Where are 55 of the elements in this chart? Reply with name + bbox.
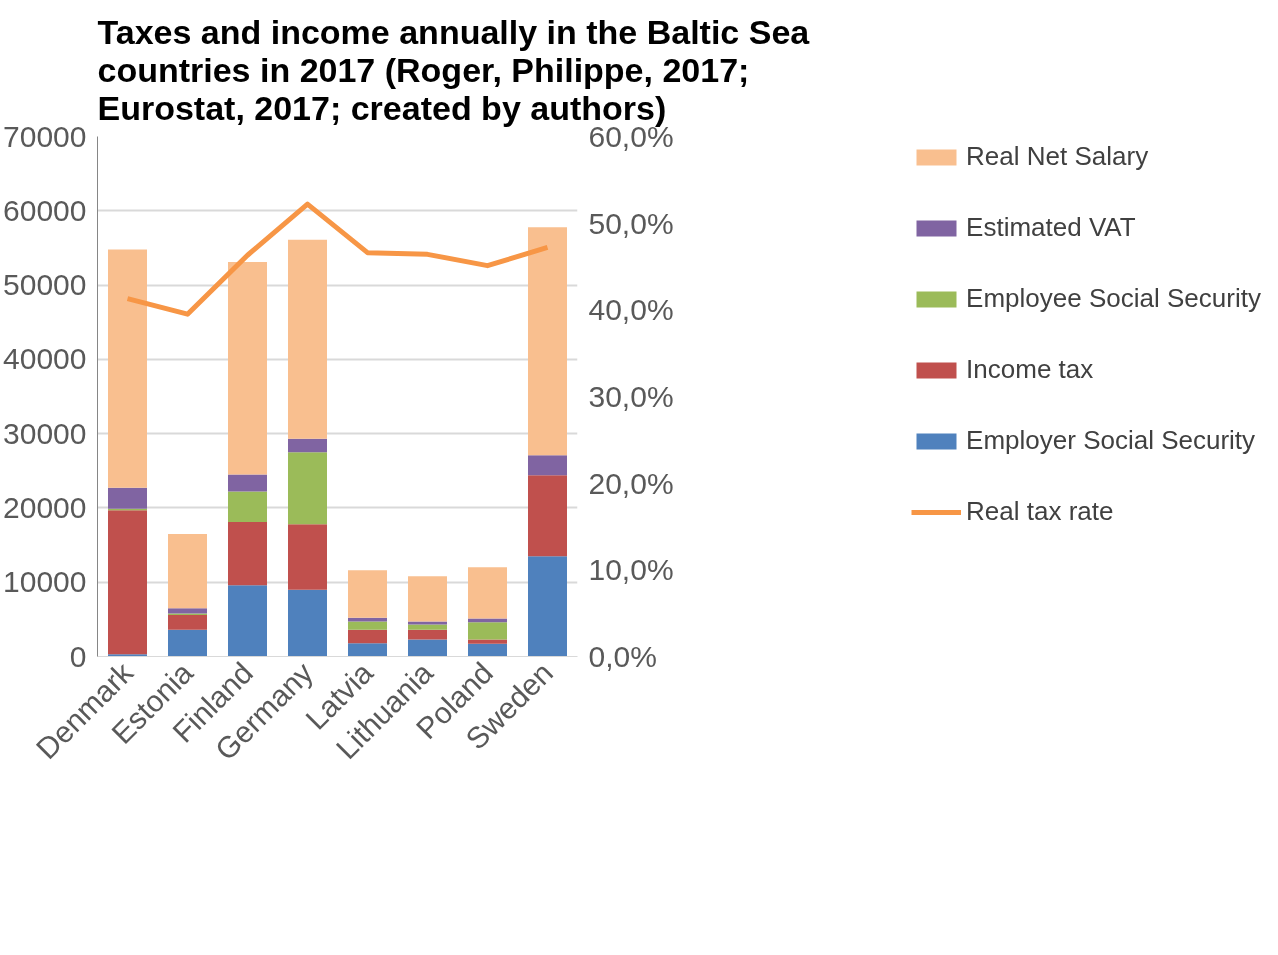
legend-label: Real tax rate bbox=[966, 496, 1114, 527]
bar bbox=[408, 621, 447, 625]
bar bbox=[228, 262, 267, 475]
bar bbox=[228, 474, 267, 492]
y2-tick-label: 0,0% bbox=[588, 640, 657, 673]
bar bbox=[108, 510, 147, 655]
y2-tick-label: 30,0% bbox=[588, 380, 674, 413]
y2-tick-label: 40,0% bbox=[588, 293, 674, 327]
bar bbox=[288, 438, 327, 453]
bar bbox=[288, 452, 327, 525]
bar bbox=[108, 654, 147, 657]
y-tick-label: 20000 bbox=[3, 490, 87, 524]
legend-label: Income tax bbox=[966, 354, 1094, 385]
y-tick-label: 40000 bbox=[3, 342, 87, 376]
bar bbox=[348, 617, 387, 622]
bar bbox=[408, 639, 447, 657]
y-tick-label: 60000 bbox=[3, 193, 87, 227]
bar bbox=[528, 475, 567, 557]
bar bbox=[228, 522, 267, 586]
y2-tick-label: 10,0% bbox=[588, 553, 674, 587]
legend-label: Real Net Salary bbox=[966, 141, 1149, 172]
bar bbox=[468, 622, 507, 640]
bar bbox=[168, 533, 207, 609]
bar bbox=[288, 524, 327, 590]
y-tick-label: 70000 bbox=[3, 119, 87, 153]
legend-label: Employer Social Security bbox=[966, 425, 1256, 456]
bar bbox=[228, 491, 267, 523]
bar bbox=[348, 629, 387, 644]
bar bbox=[408, 624, 447, 630]
bar bbox=[348, 621, 387, 630]
bar bbox=[108, 487, 147, 509]
bar bbox=[108, 249, 147, 488]
y-tick-label: 30000 bbox=[3, 416, 87, 450]
y2-tick-label: 50,0% bbox=[588, 206, 674, 240]
legend-label: Employee Social Security bbox=[966, 283, 1261, 314]
bar bbox=[528, 455, 567, 476]
bar bbox=[288, 239, 327, 439]
bar bbox=[168, 629, 207, 657]
bar bbox=[348, 643, 387, 657]
bar bbox=[528, 227, 567, 456]
bar bbox=[288, 589, 327, 657]
bar bbox=[468, 567, 507, 619]
bar bbox=[468, 639, 507, 644]
bar bbox=[528, 556, 567, 657]
bar bbox=[168, 614, 207, 630]
y-tick-label: 10000 bbox=[3, 565, 87, 599]
bar bbox=[168, 608, 207, 614]
bar bbox=[408, 576, 447, 622]
bar bbox=[348, 570, 387, 618]
bar bbox=[228, 585, 267, 657]
bar bbox=[468, 643, 507, 657]
legend-label: Estimated VAT bbox=[966, 212, 1136, 243]
y2-tick-label: 20,0% bbox=[588, 466, 674, 500]
bar bbox=[408, 629, 447, 640]
y-tick-label: 50000 bbox=[3, 268, 87, 302]
